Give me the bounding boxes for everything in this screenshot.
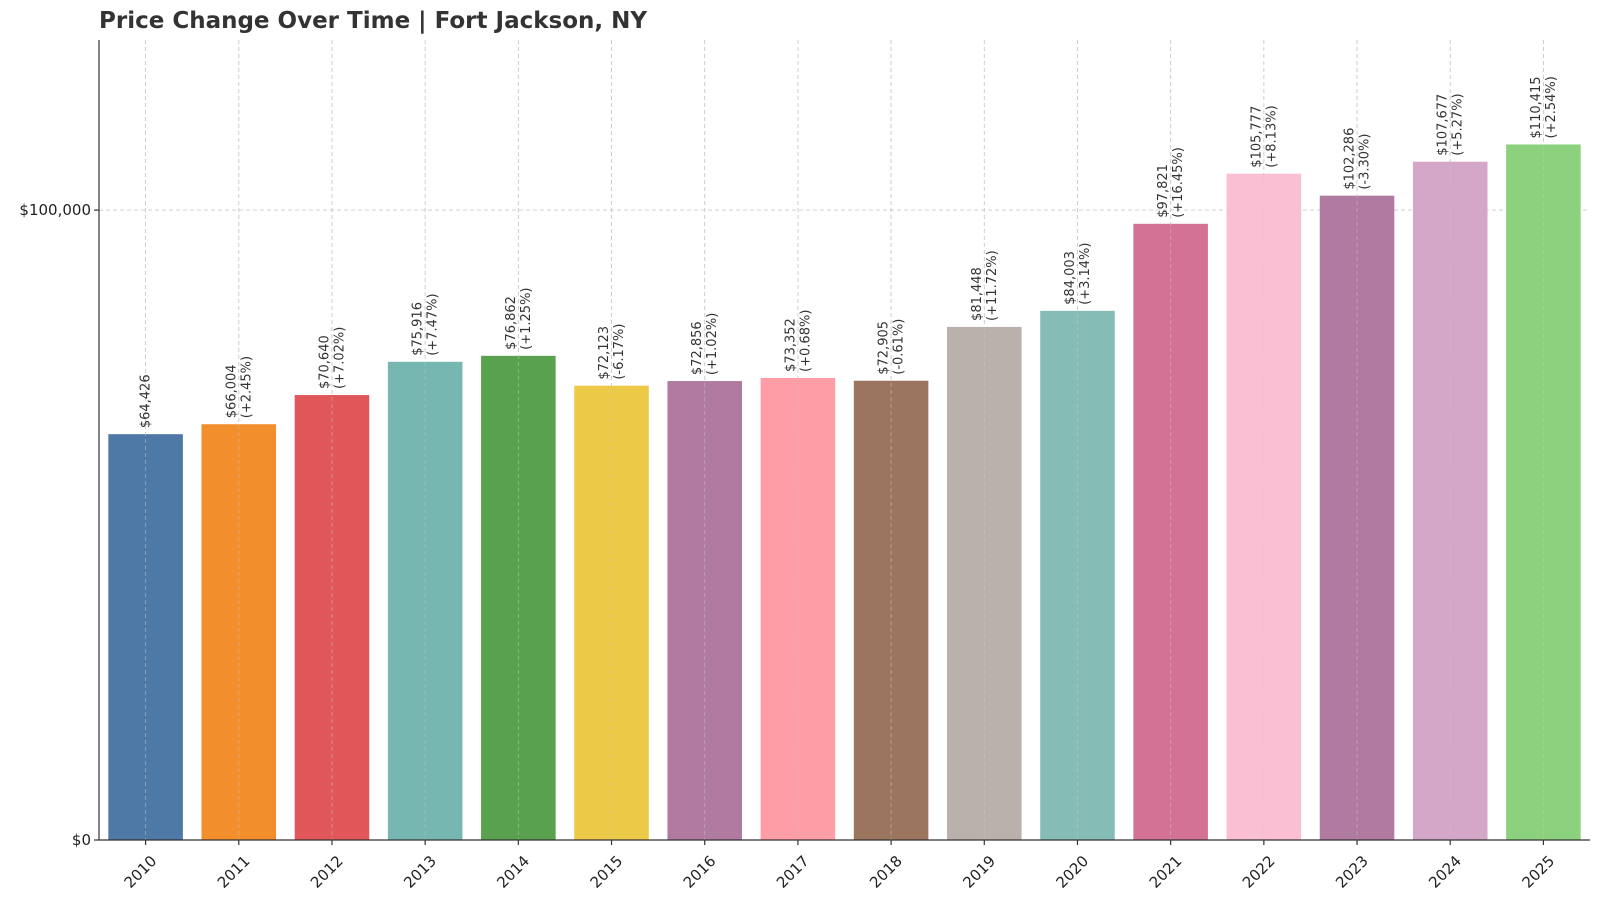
bar bbox=[481, 355, 556, 840]
data-label-change: (+1.25%) bbox=[519, 287, 534, 349]
y-tick-label: $100,000 bbox=[19, 201, 91, 219]
data-label-value: $110,415 bbox=[1529, 76, 1544, 138]
x-tick-label: 2014 bbox=[493, 852, 533, 892]
data-label-change: (+7.47%) bbox=[426, 293, 441, 355]
data-label-value: $72,856 bbox=[690, 321, 705, 375]
bars-layer bbox=[108, 40, 1581, 841]
data-label-value: $70,640 bbox=[317, 335, 332, 389]
data-label-value: $75,916 bbox=[411, 302, 426, 356]
data-label-value: $81,448 bbox=[970, 267, 985, 321]
data-label-change: (+3.14%) bbox=[1078, 243, 1093, 305]
x-tick-label: 2019 bbox=[959, 852, 999, 892]
data-label-change: (-0.61%) bbox=[892, 319, 907, 375]
data-label-change: (+2.45%) bbox=[239, 356, 254, 418]
data-label-value: $105,777 bbox=[1249, 106, 1264, 168]
y-tick-label: $0 bbox=[72, 831, 91, 849]
x-tick-label: 2022 bbox=[1239, 852, 1279, 892]
x-tick-label: 2024 bbox=[1425, 852, 1465, 892]
chart-title: Price Change Over Time | Fort Jackson, N… bbox=[99, 8, 648, 34]
data-label-change: (-3.30%) bbox=[1358, 134, 1373, 190]
data-label-value: $107,677 bbox=[1436, 94, 1451, 156]
data-label-change: (-6.17%) bbox=[612, 324, 627, 380]
data-label-change: (+1.02%) bbox=[705, 313, 720, 375]
x-tick-label: 2025 bbox=[1518, 852, 1558, 892]
data-label-change: (+2.54%) bbox=[1544, 76, 1559, 138]
x-tick-label: 2015 bbox=[587, 852, 627, 892]
axes-layer bbox=[94, 40, 1590, 845]
x-tick-label: 2010 bbox=[121, 852, 161, 892]
x-tick-label: 2012 bbox=[307, 852, 347, 892]
data-label-value: $66,004 bbox=[224, 364, 239, 418]
data-label-value: $73,352 bbox=[783, 318, 798, 372]
data-label-change: (+5.27%) bbox=[1451, 93, 1466, 155]
data-label-change: (+0.68%) bbox=[798, 310, 813, 372]
data-label-value: $76,862 bbox=[504, 296, 519, 350]
x-tick-label: 2021 bbox=[1146, 852, 1186, 892]
data-label-value: $84,003 bbox=[1063, 251, 1078, 305]
x-tick-label: 2023 bbox=[1332, 852, 1372, 892]
data-label-value: $64,426 bbox=[139, 374, 154, 428]
x-tick-label: 2017 bbox=[773, 852, 813, 892]
x-tick-label: 2020 bbox=[1052, 852, 1092, 892]
x-tick-label: 2013 bbox=[400, 852, 440, 892]
bar bbox=[1412, 161, 1488, 841]
data-label-value: $72,905 bbox=[877, 321, 892, 375]
data-label-change: (+11.72%) bbox=[985, 250, 1000, 321]
data-label-change: (+16.45%) bbox=[1171, 147, 1186, 218]
x-tick-label: 2011 bbox=[214, 852, 254, 892]
x-tick-label: 2016 bbox=[680, 852, 720, 892]
x-tick-label: 2018 bbox=[866, 852, 906, 892]
data-label-value: $72,123 bbox=[597, 326, 612, 380]
data-label-change: (+8.13%) bbox=[1264, 105, 1279, 167]
data-label-value: $97,821 bbox=[1156, 164, 1171, 218]
data-label-change: (+7.02%) bbox=[332, 327, 347, 389]
data-label-value: $102,286 bbox=[1343, 128, 1358, 190]
